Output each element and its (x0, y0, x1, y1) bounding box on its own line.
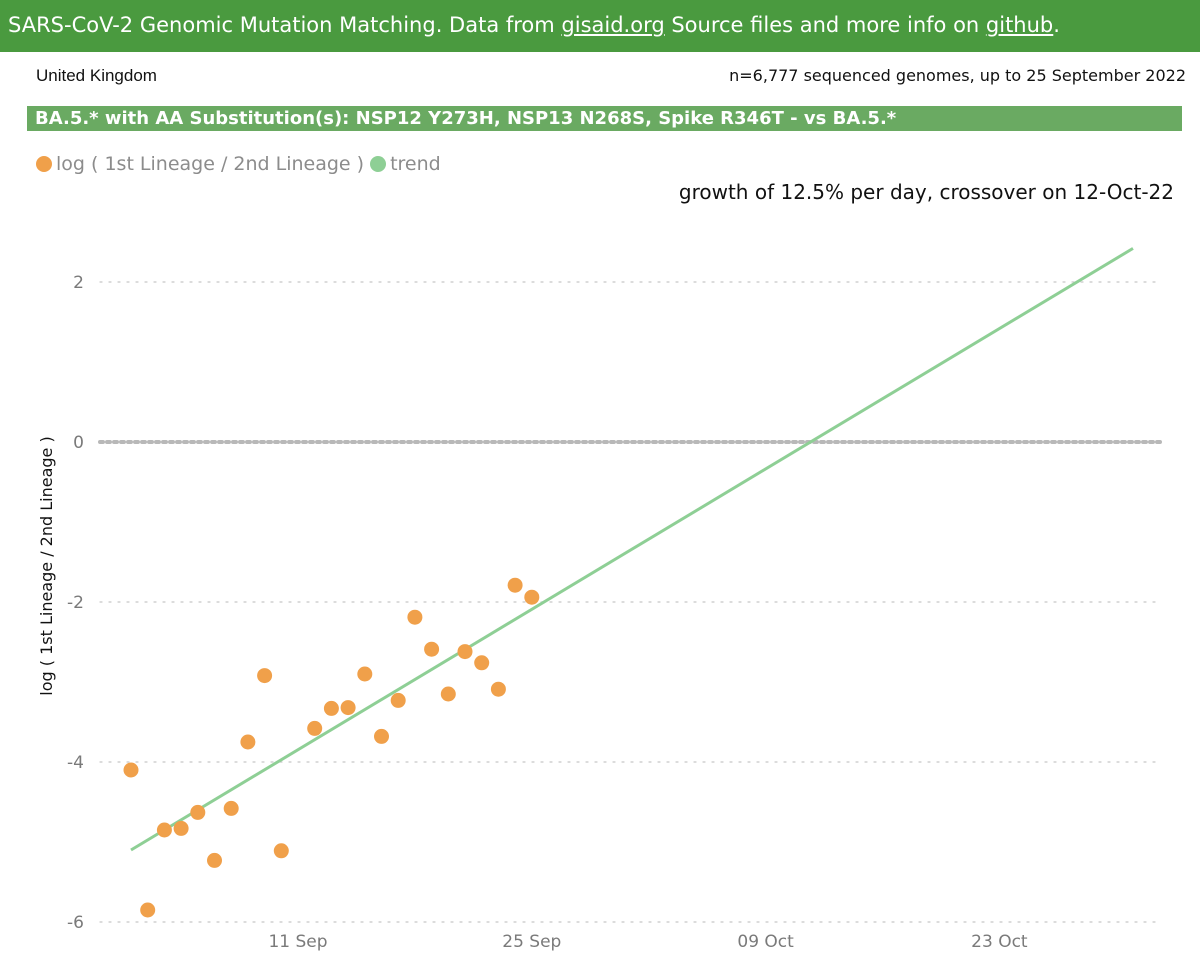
data-point (156, 822, 172, 838)
comparison-title: BA.5.* with AA Substitution(s): NSP12 Y2… (27, 106, 1182, 131)
y-axis-label: log ( 1st Lineage / 2nd Lineage ) (37, 436, 56, 695)
data-point (474, 655, 490, 671)
data-point (307, 720, 323, 736)
data-point (273, 843, 289, 859)
x-axis-ticks: 11 Sep 25 Sep 09 Oct 23 Oct (268, 932, 1027, 952)
data-point (323, 700, 339, 716)
data-point (257, 668, 273, 684)
y-tick-label: -2 (67, 593, 84, 613)
data-point (123, 762, 139, 778)
data-point (240, 734, 256, 750)
header-text-middle: Source files and more info on (664, 13, 986, 37)
gridlines (98, 281, 1162, 923)
data-point (340, 700, 356, 716)
data-point (524, 589, 540, 605)
data-point (407, 609, 423, 625)
data-point (173, 820, 189, 836)
data-point (190, 804, 206, 820)
points-layer (123, 577, 540, 918)
y-tick-label: 2 (73, 273, 84, 293)
x-tick-label: 09 Oct (737, 932, 794, 952)
legend-trend-marker (370, 156, 387, 172)
data-point (223, 800, 239, 816)
x-tick-label: 23 Oct (971, 932, 1028, 952)
y-axis-ticks: 2 0 -2 -4 -6 (67, 273, 84, 933)
data-point (490, 681, 506, 697)
sample-count-text: n=6,777 sequenced genomes, up to 25 Sept… (729, 66, 1186, 85)
header-text-prefix: SARS-CoV-2 Genomic Mutation Matching. Da… (8, 13, 562, 37)
legend-item-trend[interactable]: trend (370, 153, 441, 175)
data-point (457, 644, 473, 660)
data-point (424, 641, 440, 657)
country-label: United Kingdom (36, 66, 157, 85)
header-text-suffix: . (1053, 13, 1060, 37)
y-tick-label: 0 (73, 433, 84, 453)
data-point (507, 577, 523, 593)
y-tick-label: -6 (67, 913, 84, 933)
legend-points-label: log ( 1st Lineage / 2nd Lineage ) (56, 153, 365, 175)
x-tick-label: 25 Sep (502, 932, 561, 952)
growth-summary: growth of 12.5% per day, crossover on 12… (678, 180, 1174, 204)
legend-trend-label: trend (390, 153, 441, 175)
header-bar: SARS-CoV-2 Genomic Mutation Matching. Da… (0, 0, 1200, 52)
data-point (390, 692, 406, 708)
legend-points-marker (36, 156, 52, 172)
data-point (440, 686, 456, 702)
gisaid-link[interactable]: gisaid.org (561, 13, 665, 37)
trend-layer (130, 247, 1134, 852)
chart-legend: log ( 1st Lineage / 2nd Lineage ) trend (36, 153, 441, 175)
x-tick-label: 11 Sep (268, 932, 327, 952)
data-point (357, 666, 373, 682)
legend-item-points[interactable]: log ( 1st Lineage / 2nd Lineage ) (36, 153, 364, 175)
data-point (374, 728, 389, 744)
trend-line (130, 247, 1134, 852)
data-point (207, 852, 222, 868)
data-point (140, 902, 156, 918)
y-tick-label: -4 (67, 753, 84, 773)
github-link[interactable]: github (985, 13, 1054, 37)
